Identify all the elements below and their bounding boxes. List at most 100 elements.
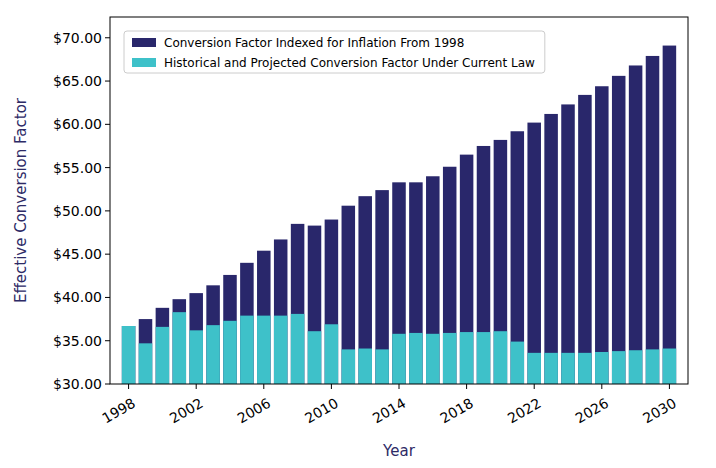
y-tick	[105, 297, 110, 298]
bar	[511, 342, 525, 384]
y-tick	[105, 210, 110, 211]
bar	[409, 333, 423, 384]
x-tick-label: 2022	[505, 395, 544, 427]
bar	[426, 176, 440, 384]
legend-swatch	[132, 38, 156, 47]
bar	[308, 331, 322, 384]
bar	[291, 224, 305, 384]
bar	[173, 312, 187, 384]
x-tick-label: 2002	[167, 395, 206, 427]
y-tick-label: $65.00	[53, 73, 102, 89]
legend-swatch	[132, 58, 156, 67]
bar	[189, 330, 203, 384]
bar	[257, 316, 271, 384]
bar	[325, 220, 339, 384]
bar	[342, 206, 356, 384]
bar	[206, 325, 220, 384]
x-tick-label: 2018	[437, 395, 476, 427]
bar	[578, 95, 592, 384]
x-tick	[263, 384, 264, 389]
bar	[392, 182, 406, 384]
bar	[173, 299, 187, 384]
bar	[612, 76, 626, 384]
bar	[646, 349, 660, 384]
y-tick	[105, 167, 110, 168]
bar	[629, 350, 643, 384]
bar	[477, 332, 491, 384]
y-tick-label: $60.00	[53, 116, 102, 132]
y-tick-label: $45.00	[53, 246, 102, 262]
bar	[342, 349, 356, 384]
bars	[122, 46, 676, 384]
y-tick	[105, 384, 110, 385]
bar	[257, 251, 271, 384]
y-tick	[105, 124, 110, 125]
bar	[274, 316, 288, 384]
y-tick-label: $70.00	[53, 30, 102, 46]
y-tick-label: $50.00	[53, 203, 102, 219]
y-tick-label: $30.00	[53, 376, 102, 392]
bar	[460, 332, 474, 384]
bar	[392, 334, 406, 384]
bar	[443, 333, 457, 384]
bar	[358, 196, 372, 384]
x-axis-label: Year	[382, 442, 416, 460]
y-tick-label: $40.00	[53, 289, 102, 305]
bar	[443, 167, 457, 384]
bar	[527, 353, 541, 384]
frame	[110, 17, 688, 384]
x-tick	[196, 384, 197, 389]
legend-label: Historical and Projected Conversion Fact…	[164, 56, 535, 70]
y-tick	[105, 340, 110, 341]
y-tick	[105, 37, 110, 38]
y-axis-label: Effective Conversion Factor	[12, 97, 30, 303]
bar	[375, 349, 389, 384]
bar	[325, 324, 339, 384]
bar	[612, 351, 626, 384]
bar	[240, 316, 254, 384]
bar	[460, 155, 474, 384]
bar	[122, 326, 136, 384]
x-tick	[601, 384, 602, 389]
x-tick	[669, 384, 670, 389]
bar	[291, 314, 305, 384]
bar	[561, 104, 575, 384]
bar	[156, 308, 170, 384]
y-tick-label: $55.00	[53, 160, 102, 176]
bar	[544, 114, 558, 384]
chart: $30.00$35.00$40.00$45.00$50.00$55.00$60.…	[0, 0, 716, 468]
bar	[663, 46, 677, 384]
x-tick	[534, 384, 535, 389]
bar	[561, 353, 575, 384]
bar	[527, 123, 541, 384]
x-tick	[331, 384, 332, 389]
bar	[494, 331, 508, 384]
bar	[544, 353, 558, 384]
bar	[223, 275, 237, 384]
bar	[578, 353, 592, 384]
bar	[223, 321, 237, 384]
bar	[426, 334, 440, 384]
x-tick-label: 1998	[99, 395, 138, 427]
bar	[375, 190, 389, 384]
bar	[122, 326, 136, 384]
bar	[663, 349, 677, 384]
x-tick-label: 2010	[302, 395, 341, 427]
bar	[646, 56, 660, 384]
bar	[274, 239, 288, 384]
bar	[308, 226, 322, 384]
bar	[477, 146, 491, 384]
legend: Conversion Factor Indexed for Inflation …	[124, 31, 545, 73]
x-tick	[128, 384, 129, 389]
legend-box	[124, 31, 545, 73]
x-tick	[466, 384, 467, 389]
bar	[595, 86, 609, 384]
bar	[139, 343, 153, 384]
bar	[595, 352, 609, 384]
bar	[358, 349, 372, 384]
bar	[409, 182, 423, 384]
y-tick	[105, 254, 110, 255]
bar	[494, 140, 508, 384]
x-tick-label: 2030	[640, 395, 679, 427]
bar	[139, 319, 153, 384]
